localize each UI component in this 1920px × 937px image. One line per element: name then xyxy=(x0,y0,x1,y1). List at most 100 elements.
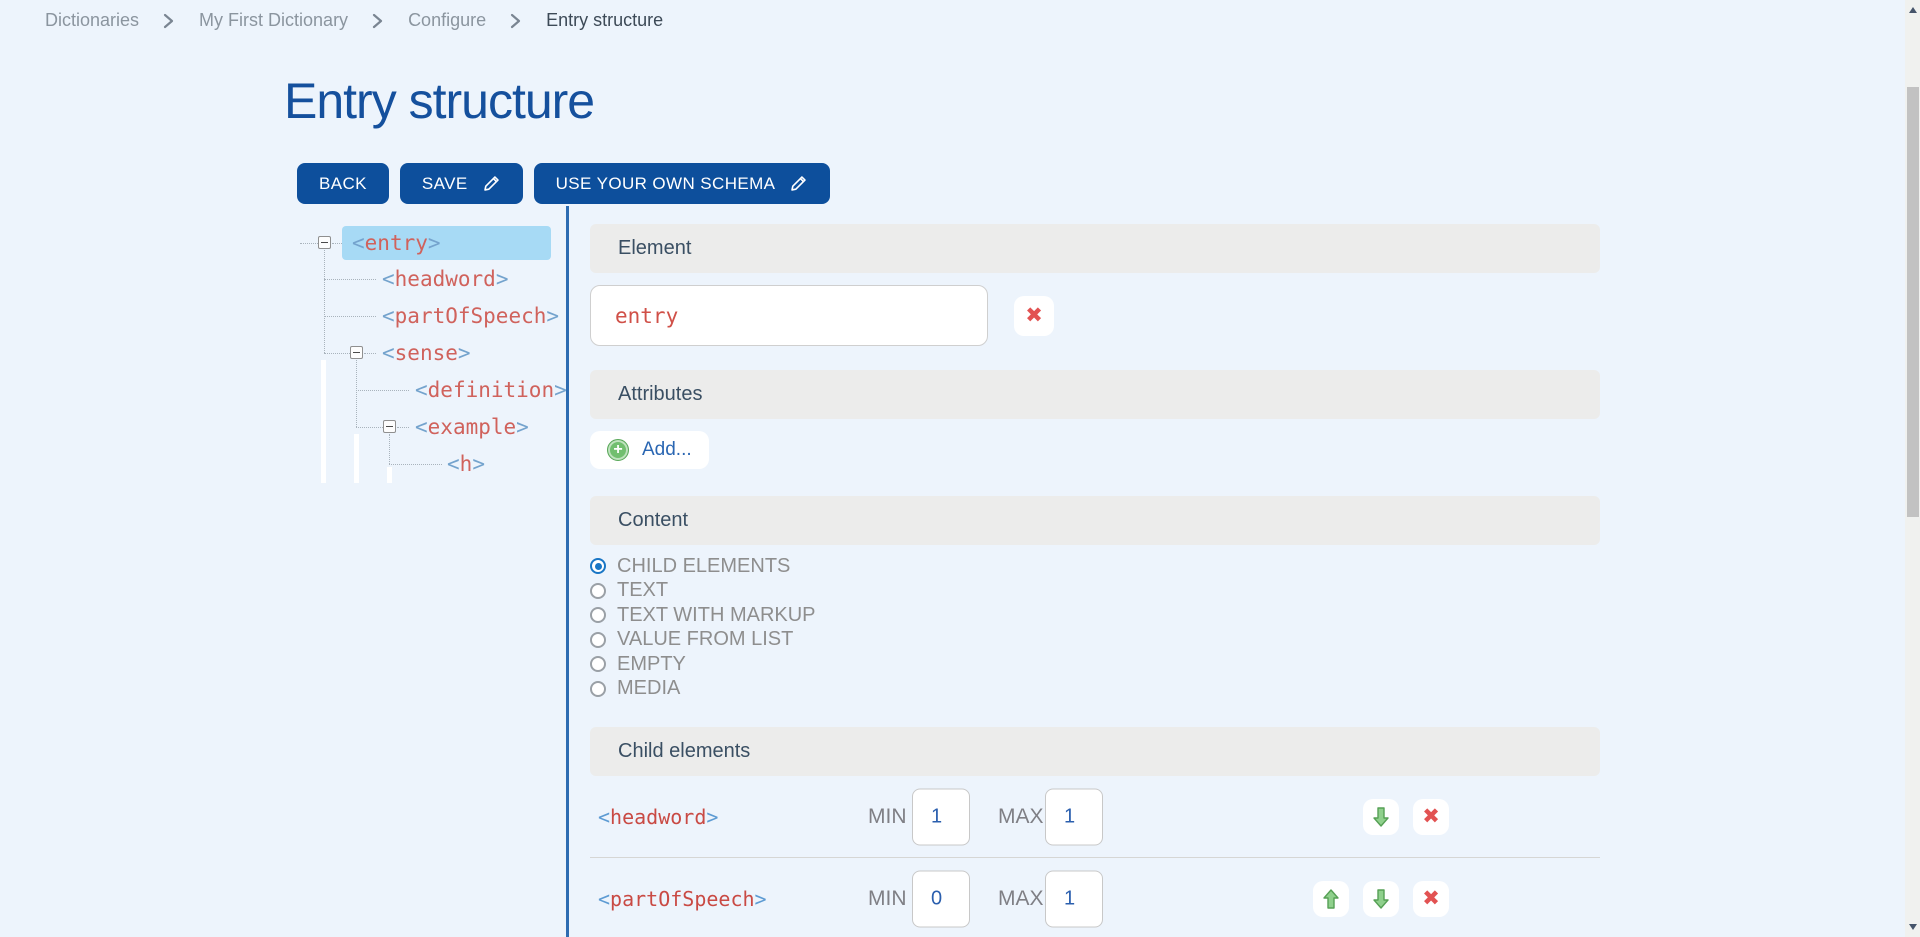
add-attribute-label: Add... xyxy=(642,439,692,460)
tree-guide-bar xyxy=(387,467,392,483)
tree-node-sense-label: sense xyxy=(394,341,458,365)
plus-icon: + xyxy=(607,439,629,461)
radio-empty[interactable]: EMPTY xyxy=(590,652,1600,677)
element-section-header: Element xyxy=(590,224,1600,273)
scrollbar-up-arrow-icon[interactable] xyxy=(1908,7,1917,13)
x-icon: ✖ xyxy=(1422,886,1440,910)
radio-icon xyxy=(590,656,606,673)
tree-node-definition[interactable]: <definition> xyxy=(405,373,577,407)
radio-value-from-list[interactable]: VALUE FROM LIST xyxy=(590,628,1600,653)
min-label: MIN xyxy=(868,886,907,910)
delete-element-button[interactable]: ✖ xyxy=(1014,295,1054,336)
tree-connector xyxy=(389,464,442,465)
breadcrumb-my-first-dictionary[interactable]: My First Dictionary xyxy=(199,10,349,30)
scrollbar-thumb[interactable] xyxy=(1906,87,1919,517)
back-button[interactable]: BACK xyxy=(297,163,389,204)
tree-node-headword-label: headword xyxy=(394,267,496,291)
tree-connector xyxy=(356,427,383,428)
tree-connector xyxy=(300,243,318,244)
element-editor-panel: Element ✖ Attributes + Add... Content CH… xyxy=(590,224,1600,937)
bracket-open: < xyxy=(415,415,428,439)
radio-label: CHILD ELEMENTS xyxy=(617,554,791,577)
remove-child-button[interactable]: ✖ xyxy=(1413,798,1449,835)
bracket-open: < xyxy=(415,378,428,402)
content-section-header: Content xyxy=(590,496,1600,545)
remove-child-button[interactable]: ✖ xyxy=(1413,880,1449,917)
add-attribute-button[interactable]: + Add... xyxy=(590,431,709,469)
tree-connector xyxy=(324,316,376,317)
child-element-row-headword: <headword> MIN MAX ✖ xyxy=(590,776,1600,858)
collapse-toggle-sense[interactable] xyxy=(350,346,363,359)
x-icon: ✖ xyxy=(1025,303,1043,327)
radio-text[interactable]: TEXT xyxy=(590,579,1600,604)
arrow-down-icon xyxy=(1372,806,1390,827)
collapse-toggle-entry[interactable] xyxy=(318,236,331,249)
bracket-close: > xyxy=(427,231,441,255)
tree-guide-bar xyxy=(354,434,359,483)
radio-text-with-markup[interactable]: TEXT WITH MARKUP xyxy=(590,603,1600,628)
move-down-button[interactable] xyxy=(1363,880,1399,917)
tree-connector xyxy=(397,427,409,428)
radio-label: VALUE FROM LIST xyxy=(617,628,794,651)
back-button-label: BACK xyxy=(319,173,367,193)
bracket-open: < xyxy=(352,231,365,255)
radio-media[interactable]: MEDIA xyxy=(590,677,1600,702)
scrollbar-down-arrow-icon[interactable] xyxy=(1908,924,1917,930)
move-up-button[interactable] xyxy=(1313,880,1349,917)
use-your-own-schema-button[interactable]: USE YOUR OWN SCHEMA xyxy=(533,163,831,204)
tree-node-example-label: example xyxy=(427,415,517,439)
save-button-label: SAVE xyxy=(421,173,468,193)
radio-icon xyxy=(590,631,606,648)
bracket-close: > xyxy=(554,378,567,402)
min-input[interactable] xyxy=(912,870,970,927)
radio-icon xyxy=(590,558,606,575)
toolbar: BACK SAVE USE YOUR OWN SCHEMA xyxy=(297,163,831,204)
vertical-scrollbar[interactable] xyxy=(1905,0,1920,937)
radio-label: MEDIA xyxy=(617,677,681,700)
tree-node-headword[interactable]: <headword> xyxy=(372,262,518,296)
tree-connector xyxy=(324,279,376,280)
tree-node-example[interactable]: <example> xyxy=(405,410,539,444)
radio-icon xyxy=(590,582,606,599)
radio-child-elements[interactable]: CHILD ELEMENTS xyxy=(590,554,1600,579)
bracket-open: < xyxy=(447,452,460,476)
arrow-down-icon xyxy=(1372,888,1390,909)
tree-node-h[interactable]: <h> xyxy=(437,447,495,481)
breadcrumb: Dictionaries My First Dictionary Configu… xyxy=(45,10,663,31)
child-element-code: <headword> xyxy=(598,805,718,829)
breadcrumb-entry-structure: Entry structure xyxy=(546,10,664,30)
bracket-close: > xyxy=(546,304,560,328)
chevron-right-icon xyxy=(372,13,384,29)
bracket-close: > xyxy=(706,804,719,829)
max-label: MAX xyxy=(998,886,1044,910)
max-input[interactable] xyxy=(1045,788,1103,845)
tree-node-entry-label: entry xyxy=(364,231,428,255)
tree-node-entry[interactable]: <entry> xyxy=(342,226,551,260)
child-elements-section-header: Child elements xyxy=(590,727,1600,776)
bracket-open: < xyxy=(598,886,611,911)
breadcrumb-configure[interactable]: Configure xyxy=(408,10,487,30)
min-input[interactable] xyxy=(912,788,970,845)
bracket-close: > xyxy=(754,886,767,911)
breadcrumb-dictionaries[interactable]: Dictionaries xyxy=(45,10,140,30)
save-button[interactable]: SAVE xyxy=(399,163,523,204)
tree-node-partofspeech[interactable]: <partOfSpeech> xyxy=(372,299,569,333)
bracket-open: < xyxy=(598,804,611,829)
min-label: MIN xyxy=(868,804,907,828)
move-down-button[interactable] xyxy=(1363,798,1399,835)
tree-guide-bar xyxy=(321,360,326,483)
collapse-toggle-example[interactable] xyxy=(383,420,396,433)
child-element-row-partofspeech: <partOfSpeech> MIN MAX ✖ xyxy=(590,858,1600,937)
child-element-name: headword xyxy=(610,804,707,829)
max-input[interactable] xyxy=(1045,870,1103,927)
tree-node-definition-label: definition xyxy=(427,378,555,402)
tree-node-sense[interactable]: <sense> xyxy=(372,336,481,370)
chevron-right-icon xyxy=(510,13,522,29)
tree-connector xyxy=(389,434,390,464)
bracket-close: > xyxy=(457,341,471,365)
element-name-input[interactable] xyxy=(590,285,988,346)
bracket-open: < xyxy=(382,304,395,328)
tree-connector xyxy=(356,390,409,391)
pencil-icon xyxy=(789,174,808,193)
panel-divider xyxy=(566,206,569,937)
